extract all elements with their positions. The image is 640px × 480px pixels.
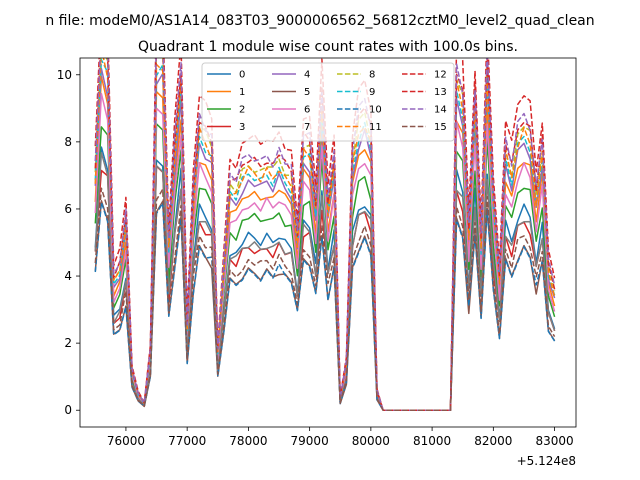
legend-label-15: 15	[434, 122, 447, 133]
legend-label-10: 10	[369, 105, 382, 116]
chart-title: Quadrant 1 module wise count rates with …	[138, 39, 518, 55]
series-line-6	[94, 92, 556, 411]
x-tick-label: 81000	[413, 434, 451, 448]
y-tick-label: 0	[64, 403, 72, 417]
legend-box	[201, 62, 455, 142]
legend-label-9: 9	[369, 87, 375, 98]
legend-label-6: 6	[304, 105, 310, 116]
plot-area	[79, 57, 577, 428]
y-axis: 0 2 4 6 8 10	[57, 68, 80, 417]
x-tick-label: 76000	[107, 434, 145, 448]
legend-label-8: 8	[369, 70, 375, 81]
legend-label-7: 7	[304, 122, 310, 133]
x-tick-label: 83000	[535, 434, 573, 448]
y-tick-label: 2	[64, 336, 72, 350]
series-lines	[94, 58, 556, 411]
y-tick-label: 6	[64, 202, 72, 216]
y-tick-label: 8	[64, 135, 72, 149]
x-tick-label: 77000	[168, 434, 206, 448]
x-tick-label: 79000	[291, 434, 329, 448]
legend-label-13: 13	[434, 87, 447, 98]
legend-label-11: 11	[369, 122, 382, 133]
legend-label-2: 2	[239, 105, 245, 116]
legend-label-1: 1	[239, 87, 245, 98]
legend-label-5: 5	[304, 87, 310, 98]
legend-label-14: 14	[434, 105, 447, 116]
x-axis-offset-label: +5.124e8	[517, 454, 576, 468]
figure-suptitle: n file: modeM0/AS1A14_083T03_9000006562_…	[45, 13, 594, 29]
series-line-14	[94, 58, 556, 411]
x-tick-label: 78000	[229, 434, 267, 448]
legend-label-12: 12	[434, 70, 447, 81]
x-tick-label: 80000	[352, 434, 390, 448]
series-line-15	[94, 187, 556, 411]
series-line-7	[94, 152, 556, 411]
legend-label-4: 4	[304, 70, 310, 81]
legend-label-3: 3	[239, 122, 245, 133]
series-line-13	[94, 58, 556, 411]
x-tick-label: 82000	[474, 434, 512, 448]
legend-label-0: 0	[239, 70, 245, 81]
y-tick-label: 4	[64, 269, 72, 283]
y-tick-label: 10	[57, 68, 72, 82]
x-axis: 76000 77000 78000 79000 80000 81000 82000 83000	[107, 427, 574, 448]
